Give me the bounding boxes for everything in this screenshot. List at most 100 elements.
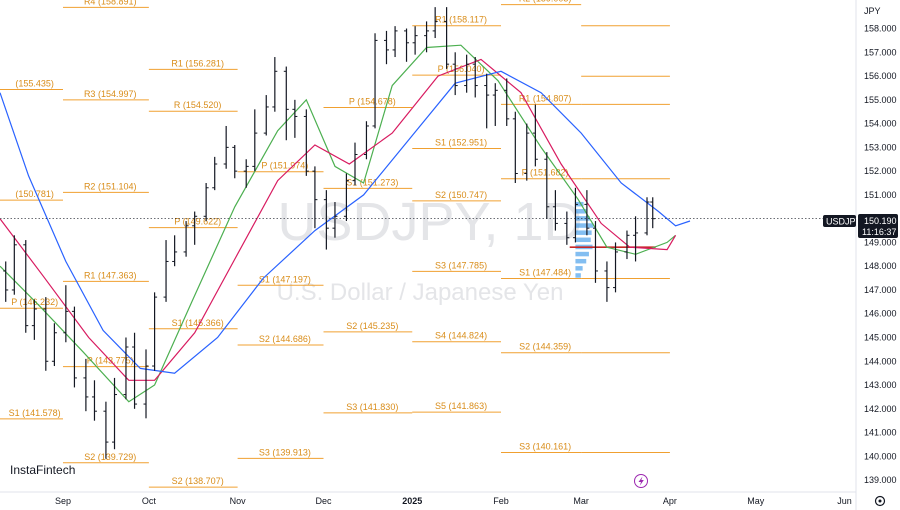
pivot-label: P (151.974) (261, 161, 308, 171)
price-axis-bg (856, 0, 900, 492)
y-tick-label: 149.000 (864, 237, 897, 247)
price-tag: 150.190 11:16:37 (858, 214, 898, 238)
pivot-label: R1 (158.117) (435, 15, 487, 25)
volume-bar (575, 237, 591, 243)
pivot-label: S1 (151.273) (346, 177, 398, 187)
pivot-label: S3 (140.161) (519, 442, 571, 452)
volume-bar (575, 251, 589, 257)
volume-bar (575, 216, 590, 221)
pivot-label: R1 (147.363) (84, 270, 137, 280)
watermark-name: U.S. Dollar / Japanese Yen (277, 279, 564, 306)
watermark: USDJPY, 1D U.S. Dollar / Japanese Yen (277, 192, 583, 306)
pivot-label: P (154.678) (349, 96, 396, 106)
candles (3, 7, 656, 459)
pivot-label: S1 (141.578) (9, 408, 61, 418)
price-tag-bg (858, 214, 898, 238)
moving-average-line (0, 70, 691, 374)
y-tick-label: 140.000 (864, 451, 897, 461)
symbol-tag-text: USDJPY (826, 217, 862, 227)
settings-gear-icon[interactable] (874, 495, 886, 507)
symbol-tag-bg (823, 215, 856, 227)
brand-logo: InstaFintech (10, 463, 75, 477)
volume-bar (575, 201, 584, 207)
x-tick-label: Oct (142, 496, 157, 506)
pivot-label: R2 (151.104) (84, 181, 137, 191)
y-tick-label: 153.000 (864, 142, 897, 152)
volume-bar (575, 230, 592, 235)
pivot-label: S3 (147.785) (435, 260, 487, 270)
pivot-label: S2 (145.235) (346, 321, 398, 331)
y-tick-label: 143.000 (864, 380, 897, 390)
pivot-label: P (149.622) (174, 217, 221, 227)
pivot-levels: R4 (158.891) R3 (154.997) R2 (151.104) R1 (… (0, 0, 670, 488)
x-tick-label: 2025 (402, 496, 422, 506)
x-tick-label: Nov (230, 496, 247, 506)
y-tick-label: 156.000 (864, 71, 897, 81)
pivot-label: R2 (159.005) (519, 0, 572, 4)
pivot-label: S2 (139.729) (84, 452, 136, 462)
pivot-label: S3 (141.830) (346, 402, 398, 412)
pivot-label: S1 (147.197) (259, 274, 311, 284)
pivot-label: P (156.040) (438, 64, 485, 74)
y-tick-label: 155.000 (864, 95, 897, 105)
pivot-label: S4 (144.824) (435, 331, 487, 341)
y-tick-label: 147.000 (864, 285, 897, 295)
x-tick-label: Dec (315, 496, 332, 506)
currency-button[interactable]: JPY (858, 3, 898, 19)
pivot-label: R1 (156.281) (171, 58, 224, 68)
y-tick-label: 158.000 (864, 24, 897, 34)
pivot-label: P (151.682) (522, 168, 569, 178)
pivot-label: S1 (152.951) (435, 138, 487, 148)
lightning-icon[interactable] (634, 474, 648, 488)
y-tick-label: 157.000 (864, 47, 897, 57)
x-tick-label: Apr (663, 496, 677, 506)
watermark-ticker: USDJPY, 1D (277, 192, 582, 252)
x-tick-label: Sep (55, 496, 71, 506)
pivot-label: R (154.520) (174, 100, 222, 110)
pivot-label: S1 (147.484) (519, 267, 571, 277)
x-tick-label: May (747, 496, 765, 506)
currency-label: JPY (864, 6, 881, 16)
pivot-label: S2 (144.686) (259, 334, 311, 344)
y-tick-label: 151.000 (864, 190, 897, 200)
y-tick-label: 144.000 (864, 356, 897, 366)
volume-bar (575, 273, 581, 278)
y-tick-label: 146.000 (864, 309, 897, 319)
pivot-label: (150.781) (15, 189, 54, 199)
pivot-label: R1 (154.807) (519, 93, 572, 103)
pivot-label: R4 (158.891) (84, 0, 137, 6)
y-tick-label: 141.000 (864, 428, 897, 438)
pivot-label: S2 (150.747) (435, 190, 487, 200)
price-axis[interactable]: 139.000 140.000 141.000 142.000 143.000 144.0… (855, 0, 900, 510)
x-tick-label: Jun (837, 496, 852, 506)
moving-averages (0, 44, 691, 403)
time-axis[interactable]: Sep Oct Nov Dec 2025 Feb Mar Apr May Jun (0, 491, 856, 506)
y-tick-label: 142.000 (864, 404, 897, 414)
y-tick-label: 152.000 (864, 166, 897, 176)
volume-bar (575, 258, 587, 264)
pivot-label: S5 (141.863) (435, 401, 487, 411)
pivot-label: S2 (144.359) (519, 342, 571, 352)
pivot-label: S3 (139.913) (259, 447, 311, 457)
y-tick-label: 139.000 (864, 475, 897, 485)
pivot-label: S2 (138.707) (172, 476, 224, 486)
y-tick-label: 148.000 (864, 261, 897, 271)
pivot-label: (155.435) (15, 78, 54, 88)
x-tick-label: Mar (573, 496, 589, 506)
pivot-label: R3 (154.997) (84, 89, 137, 99)
currency-button-bg (858, 3, 898, 19)
y-tick-label: 154.000 (864, 119, 897, 129)
pivot-label: S1 (145.366) (172, 318, 224, 328)
volume-profile (569, 201, 656, 278)
moving-average-line (0, 58, 677, 381)
moving-average-line (0, 44, 676, 403)
y-tick-label: 145.000 (864, 333, 897, 343)
volume-bar (575, 266, 583, 271)
volume-bar (575, 223, 594, 228)
volume-bar (575, 209, 587, 214)
x-tick-label: Feb (493, 496, 509, 506)
price-tag-value: 150.190 (864, 216, 897, 226)
x-tick-labels: Sep Oct Nov Dec 2025 Feb Mar Apr May Jun (55, 496, 852, 506)
price-tag-countdown: 11:16:37 (862, 227, 896, 237)
